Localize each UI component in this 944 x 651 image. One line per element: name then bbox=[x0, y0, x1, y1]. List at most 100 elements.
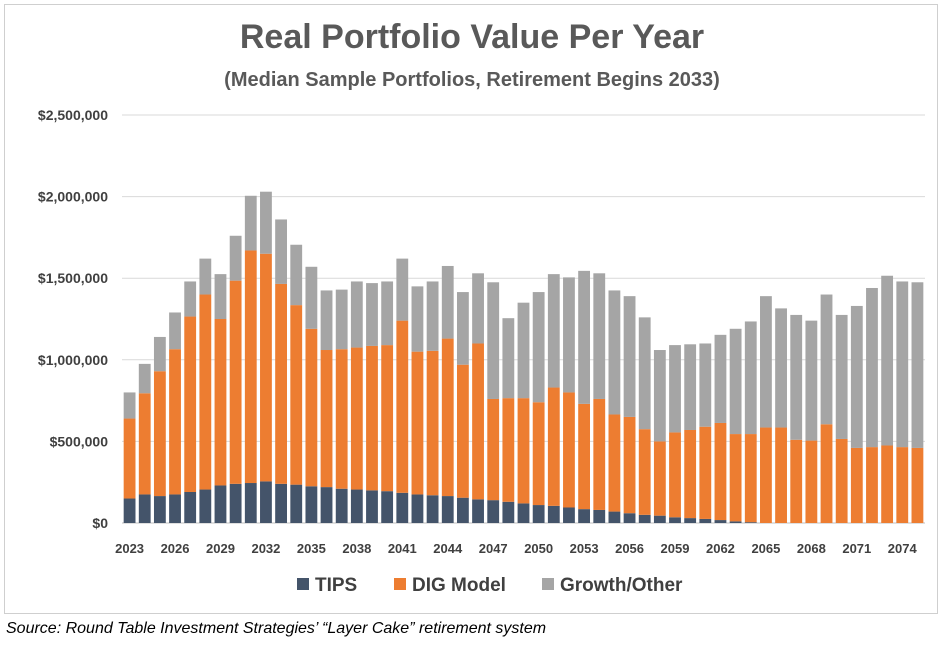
bar-dig-model-2033 bbox=[275, 283, 287, 484]
bar-dig-model-2065 bbox=[760, 427, 772, 523]
bar-growth-other-2073 bbox=[881, 275, 894, 446]
bar-growth-other-2056 bbox=[623, 296, 636, 417]
bar-tips-2027 bbox=[184, 491, 197, 523]
x-tick-label: 2065 bbox=[751, 541, 780, 556]
bar-dig-model-2052 bbox=[563, 392, 575, 508]
bar-tips-2026 bbox=[169, 494, 181, 523]
bar-growth-other-2051 bbox=[547, 274, 560, 388]
bar-growth-other-2071 bbox=[850, 305, 863, 448]
bar-tips-2061 bbox=[699, 518, 712, 523]
bar-dig-model-2041 bbox=[396, 320, 409, 493]
bar-dig-model-2058 bbox=[653, 441, 666, 516]
legend-label: Growth/Other bbox=[560, 575, 683, 596]
bar-tips-2032 bbox=[260, 481, 272, 523]
bar-dig-model-2048 bbox=[502, 398, 515, 502]
bar-dig-model-2070 bbox=[835, 438, 848, 523]
bar-tips-2048 bbox=[502, 501, 515, 523]
bar-tips-2047 bbox=[487, 500, 500, 523]
bar-dig-model-2073 bbox=[881, 445, 894, 523]
bar-growth-other-2075 bbox=[911, 282, 924, 448]
bar-growth-other-2027 bbox=[184, 281, 197, 317]
bar-dig-model-2035 bbox=[305, 328, 318, 487]
bar-growth-other-2065 bbox=[760, 296, 772, 428]
bar-dig-model-2075 bbox=[911, 447, 924, 523]
bar-growth-other-2033 bbox=[275, 219, 287, 284]
bar-tips-2045 bbox=[456, 497, 469, 523]
x-tick-label: 2044 bbox=[433, 541, 463, 556]
bar-dig-model-2027 bbox=[184, 316, 197, 492]
bar-tips-2060 bbox=[684, 518, 697, 523]
bar-dig-model-2064 bbox=[744, 434, 757, 523]
legend-label: DIG Model bbox=[412, 575, 506, 596]
bar-dig-model-2055 bbox=[608, 414, 621, 512]
bar-dig-model-2032 bbox=[260, 253, 272, 482]
bar-dig-model-2045 bbox=[456, 364, 469, 498]
bar-growth-other-2025 bbox=[153, 336, 166, 372]
bar-growth-other-2046 bbox=[472, 273, 484, 344]
x-tick-label: 2026 bbox=[161, 541, 190, 556]
bar-growth-other-2045 bbox=[456, 292, 469, 365]
bar-tips-2062 bbox=[714, 520, 727, 523]
bar-dig-model-2031 bbox=[244, 250, 257, 484]
y-tick-label: $2,000,000 bbox=[38, 189, 108, 205]
bar-tips-2036 bbox=[320, 487, 333, 523]
bar-growth-other-2068 bbox=[805, 320, 818, 441]
x-tick-label: 2068 bbox=[797, 541, 826, 556]
bar-growth-other-2049 bbox=[517, 302, 530, 399]
bar-dig-model-2040 bbox=[381, 345, 394, 492]
bar-growth-other-2072 bbox=[866, 287, 878, 448]
bar-growth-other-2055 bbox=[608, 290, 621, 415]
bar-dig-model-2054 bbox=[593, 398, 606, 510]
bar-growth-other-2044 bbox=[441, 265, 454, 339]
bar-dig-model-2024 bbox=[138, 393, 151, 495]
bar-tips-2031 bbox=[244, 483, 257, 523]
bar-dig-model-2050 bbox=[532, 402, 545, 506]
bar-growth-other-2037 bbox=[335, 289, 348, 350]
x-tick-label: 2035 bbox=[297, 541, 326, 556]
legend-swatch bbox=[394, 578, 406, 590]
bar-dig-model-2044 bbox=[441, 338, 454, 497]
bar-growth-other-2023 bbox=[123, 392, 136, 419]
legend-label: TIPS bbox=[315, 575, 357, 596]
bar-dig-model-2061 bbox=[699, 426, 712, 519]
bar-dig-model-2030 bbox=[229, 280, 242, 484]
bar-dig-model-2023 bbox=[123, 418, 136, 499]
bar-dig-model-2057 bbox=[638, 429, 651, 515]
source-note: Source: Round Table Investment Strategie… bbox=[6, 620, 547, 637]
bar-tips-2055 bbox=[608, 511, 621, 523]
x-tick-label: 2023 bbox=[115, 541, 144, 556]
bar-growth-other-2060 bbox=[684, 344, 697, 430]
bar-growth-other-2030 bbox=[229, 235, 242, 281]
bar-growth-other-2067 bbox=[790, 314, 803, 440]
bar-dig-model-2038 bbox=[350, 347, 363, 490]
bar-growth-other-2062 bbox=[714, 334, 727, 423]
bar-dig-model-2053 bbox=[578, 403, 591, 510]
bar-growth-other-2054 bbox=[593, 273, 606, 399]
bar-growth-other-2034 bbox=[290, 244, 303, 306]
chart-title: Real Portfolio Value Per Year bbox=[240, 18, 704, 56]
bar-dig-model-2029 bbox=[214, 319, 227, 486]
bar-dig-model-2037 bbox=[335, 349, 348, 489]
bar-dig-model-2060 bbox=[684, 429, 697, 519]
bar-dig-model-2034 bbox=[290, 305, 303, 485]
x-axis-ticks: 2023 2026 2029 2032 2035 2038 2041 2044 2047 2050… bbox=[115, 541, 917, 556]
bar-growth-other-2032 bbox=[260, 191, 272, 254]
x-tick-label: 2029 bbox=[206, 541, 235, 556]
bar-dig-model-2039 bbox=[366, 345, 378, 491]
bar-tips-2025 bbox=[153, 496, 166, 523]
y-tick-label: $1,000,000 bbox=[38, 352, 108, 368]
bar-growth-other-2069 bbox=[820, 294, 833, 425]
bar-dig-model-2067 bbox=[790, 439, 803, 523]
y-tick-label: $1,500,000 bbox=[38, 270, 108, 286]
bar-dig-model-2056 bbox=[623, 416, 636, 514]
bar-dig-model-2062 bbox=[714, 422, 727, 521]
bar-tips-2033 bbox=[275, 483, 287, 523]
bar-tips-2056 bbox=[623, 513, 636, 523]
bar-growth-other-2061 bbox=[699, 343, 712, 427]
bar-growth-other-2053 bbox=[578, 270, 591, 404]
bar-dig-model-2072 bbox=[866, 447, 878, 523]
bar-growth-other-2028 bbox=[199, 258, 212, 295]
bar-tips-2040 bbox=[381, 491, 394, 523]
bar-dig-model-2046 bbox=[472, 343, 484, 500]
